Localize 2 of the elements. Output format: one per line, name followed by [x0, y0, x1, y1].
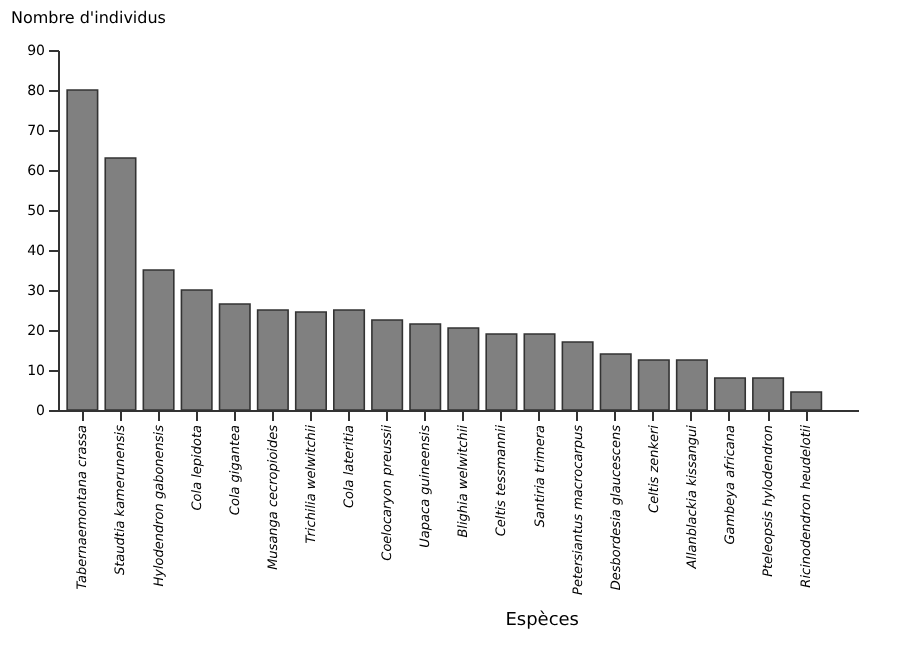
y-axis-title: Nombre d'individus — [11, 9, 166, 27]
x-axis-title: Espèces — [505, 609, 580, 631]
